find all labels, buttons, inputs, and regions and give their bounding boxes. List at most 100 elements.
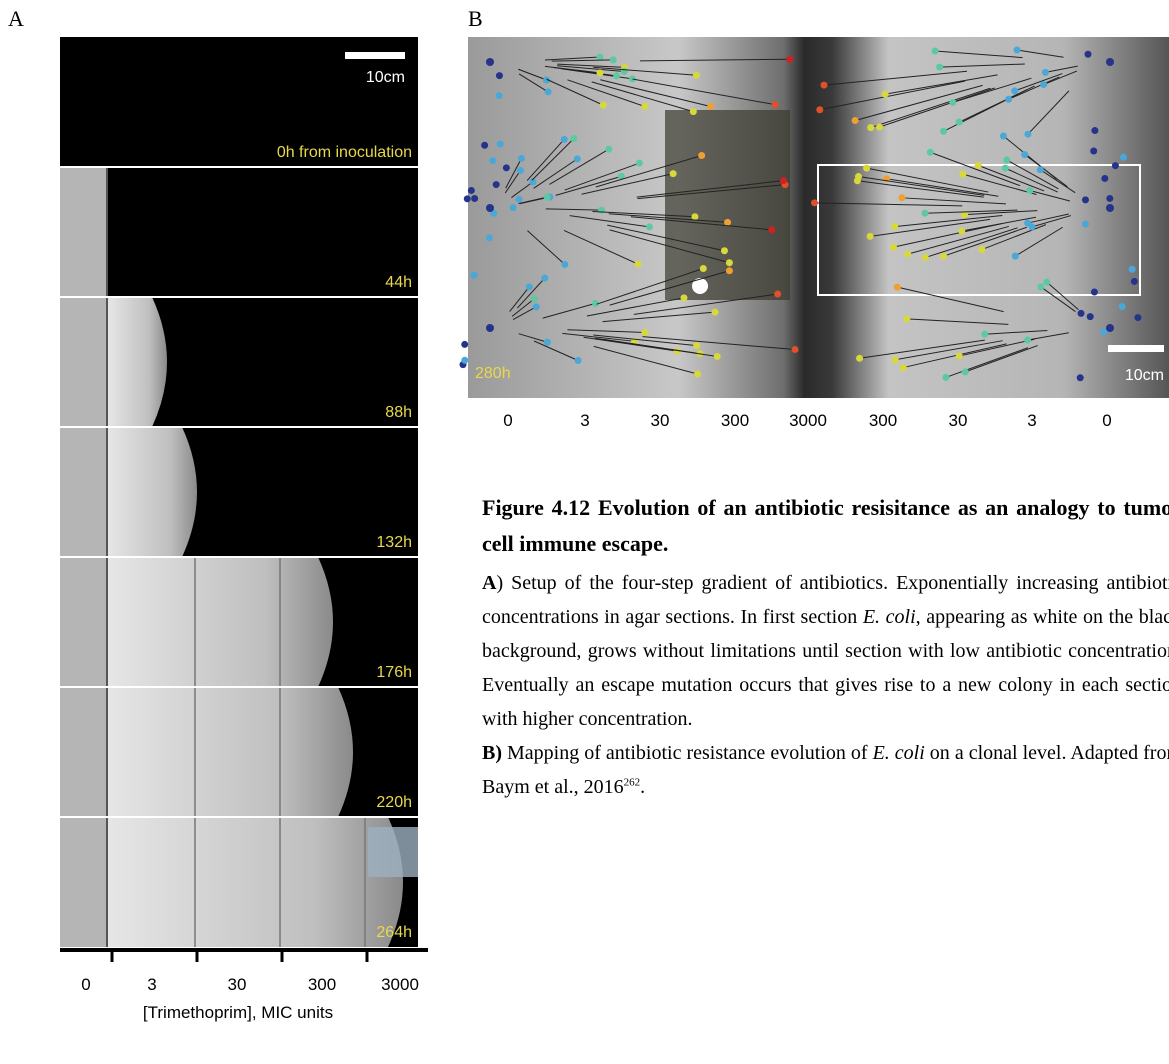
clone-dot bbox=[641, 329, 648, 336]
clone-dot bbox=[768, 226, 775, 233]
clone-dot bbox=[936, 64, 943, 71]
clone-dot bbox=[942, 374, 949, 381]
clone-dot bbox=[486, 324, 494, 332]
axis-label: 300 bbox=[721, 411, 749, 430]
clone-dot bbox=[1120, 154, 1127, 161]
clone-dot bbox=[1112, 162, 1119, 169]
clone-dot bbox=[489, 157, 496, 164]
inoculum-strip bbox=[60, 297, 106, 427]
clone-dot bbox=[1003, 156, 1010, 163]
clone-dot bbox=[892, 356, 899, 363]
italic-text: E. coli bbox=[873, 742, 925, 764]
clone-dot bbox=[493, 181, 500, 188]
clone-dot bbox=[956, 353, 963, 360]
clone-dot bbox=[856, 355, 863, 362]
clone-dot bbox=[693, 342, 700, 349]
clone-dot bbox=[1091, 289, 1098, 296]
caption-title: Figure 4.12 Evolution of an antibiotic r… bbox=[482, 490, 1169, 562]
bold-text: B) bbox=[482, 742, 502, 764]
clone-dot bbox=[898, 194, 905, 201]
panel-label: A bbox=[8, 6, 24, 31]
clone-dot bbox=[1037, 283, 1044, 290]
clone-dot bbox=[531, 295, 538, 302]
clone-dot bbox=[503, 164, 510, 171]
clone-dot bbox=[890, 244, 897, 251]
superscript: 262 bbox=[624, 776, 641, 788]
clone-dot bbox=[956, 119, 963, 126]
clone-dot bbox=[1131, 278, 1138, 285]
growth bbox=[108, 557, 333, 687]
page: A B 10cm 280h 0h from inoculation44h88h1… bbox=[0, 0, 1169, 1064]
clone-dot bbox=[680, 294, 687, 301]
clone-dot bbox=[1091, 127, 1098, 134]
clone-dot bbox=[959, 171, 966, 178]
clone-dot bbox=[1040, 81, 1047, 88]
axis-label: 30 bbox=[228, 975, 247, 994]
inoculum-strip bbox=[60, 427, 106, 557]
clone-dot bbox=[471, 195, 478, 202]
axis-label: 0 bbox=[1102, 411, 1111, 430]
clone-dot bbox=[1002, 165, 1009, 172]
clone-dot bbox=[1077, 374, 1084, 381]
clone-dot bbox=[792, 346, 799, 353]
clone-dot bbox=[1106, 204, 1114, 212]
clone-dot bbox=[486, 204, 494, 212]
clone-dot bbox=[516, 196, 523, 203]
clone-dot bbox=[975, 162, 982, 169]
clone-dot bbox=[1106, 58, 1114, 66]
clone-dot bbox=[712, 309, 719, 316]
clone-dot bbox=[821, 82, 828, 89]
axis-label: 300 bbox=[869, 411, 897, 430]
axis-label: 3 bbox=[1027, 411, 1036, 430]
clone-dot bbox=[981, 331, 988, 338]
clone-dot bbox=[891, 223, 898, 230]
time-label: 132h bbox=[376, 534, 412, 551]
clone-dot bbox=[641, 103, 648, 110]
panel-a-image bbox=[60, 37, 428, 962]
clone-dot bbox=[855, 173, 862, 180]
inoculum-strip bbox=[60, 817, 106, 947]
clone-dot bbox=[526, 283, 533, 290]
clone-dot bbox=[471, 272, 478, 279]
inoculum-strip bbox=[60, 687, 106, 817]
axis-label: 30 bbox=[651, 411, 670, 430]
clone-dot bbox=[867, 124, 874, 131]
clone-dot bbox=[544, 339, 551, 346]
caption-a: A) Setup of the four-step gradient of an… bbox=[482, 566, 1169, 736]
clone-dot bbox=[949, 99, 956, 106]
clone-dot bbox=[904, 251, 911, 258]
time-label: 280h bbox=[475, 365, 511, 382]
scale-bar bbox=[1108, 345, 1164, 352]
axis-label: 3 bbox=[580, 411, 589, 430]
panel-label: B bbox=[468, 6, 483, 31]
clone-dot bbox=[922, 254, 929, 261]
clone-dot bbox=[1101, 175, 1108, 182]
clone-dot bbox=[1082, 196, 1089, 203]
clone-dot bbox=[940, 128, 947, 135]
clone-dot bbox=[724, 219, 731, 226]
clone-dot bbox=[903, 315, 910, 322]
clone-dot bbox=[486, 58, 494, 66]
clone-dot bbox=[1134, 314, 1141, 321]
text: Mapping of antibiotic resistance evoluti… bbox=[502, 742, 873, 764]
clone-dot bbox=[863, 165, 870, 172]
inoculum-strip bbox=[60, 167, 106, 297]
clone-dot bbox=[721, 247, 728, 254]
clone-dot bbox=[691, 213, 698, 220]
bold-text: A bbox=[482, 572, 496, 594]
clone-dot bbox=[574, 155, 581, 162]
clone-dot bbox=[544, 194, 551, 201]
clone-dot bbox=[1021, 151, 1028, 158]
clone-dot bbox=[570, 135, 577, 142]
clone-dot bbox=[496, 72, 503, 79]
clone-dot bbox=[852, 117, 859, 124]
clone-dot bbox=[481, 142, 488, 149]
clone-dot bbox=[533, 303, 540, 310]
clone-dot bbox=[958, 228, 965, 235]
inoculum-strip bbox=[60, 557, 106, 687]
clone-dot bbox=[1011, 87, 1018, 94]
clone-dot bbox=[940, 253, 947, 260]
scale-bar bbox=[345, 52, 405, 59]
clone-dot bbox=[700, 265, 707, 272]
clone-dot bbox=[690, 108, 697, 115]
